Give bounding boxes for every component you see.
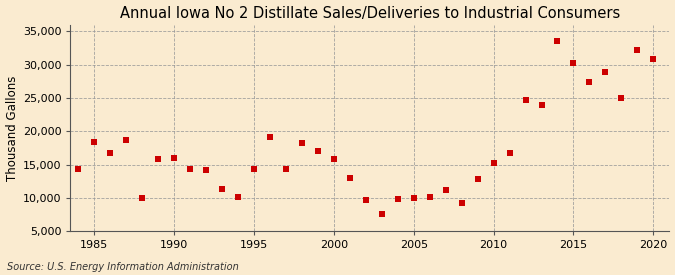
- Point: [408, 196, 419, 200]
- Point: [552, 38, 563, 43]
- Point: [392, 197, 403, 201]
- Point: [568, 61, 579, 65]
- Point: [360, 198, 371, 202]
- Point: [137, 196, 148, 200]
- Title: Annual Iowa No 2 Distillate Sales/Deliveries to Industrial Consumers: Annual Iowa No 2 Distillate Sales/Delive…: [119, 6, 620, 21]
- Point: [313, 149, 323, 153]
- Point: [200, 168, 211, 172]
- Point: [169, 156, 180, 160]
- Point: [504, 151, 515, 155]
- Point: [344, 176, 355, 180]
- Point: [89, 140, 100, 144]
- Point: [520, 98, 531, 102]
- Point: [536, 103, 547, 107]
- Point: [584, 80, 595, 84]
- Point: [600, 70, 611, 74]
- Point: [105, 151, 115, 155]
- Point: [648, 57, 659, 61]
- Point: [185, 166, 196, 171]
- Point: [329, 156, 340, 161]
- Point: [233, 194, 244, 199]
- Point: [488, 161, 499, 165]
- Point: [73, 167, 84, 171]
- Point: [248, 167, 259, 171]
- Point: [616, 96, 627, 100]
- Point: [296, 141, 307, 145]
- Point: [121, 138, 132, 142]
- Point: [632, 48, 643, 52]
- Point: [472, 177, 483, 182]
- Y-axis label: Thousand Gallons: Thousand Gallons: [5, 75, 18, 180]
- Point: [440, 188, 451, 192]
- Point: [456, 201, 467, 205]
- Point: [265, 134, 275, 139]
- Point: [425, 194, 435, 199]
- Point: [377, 212, 387, 216]
- Text: Source: U.S. Energy Information Administration: Source: U.S. Energy Information Administ…: [7, 262, 238, 272]
- Point: [217, 186, 227, 191]
- Point: [281, 166, 292, 171]
- Point: [153, 156, 163, 161]
